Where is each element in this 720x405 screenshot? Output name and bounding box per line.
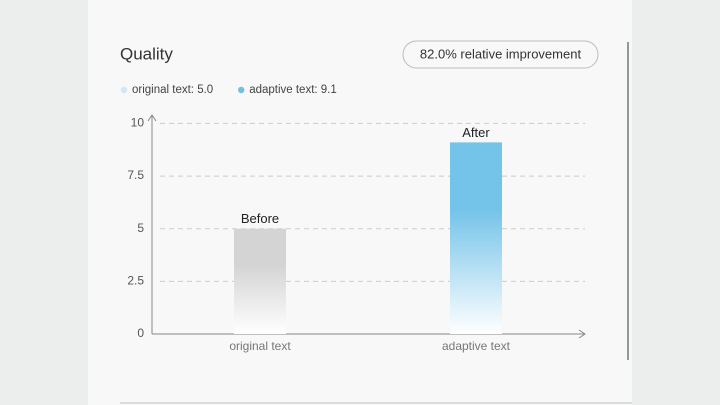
x-axis-arrow [578, 329, 586, 339]
y-tick-label: 7.5 [127, 168, 144, 182]
bar [450, 142, 502, 334]
legend-swatch [120, 86, 128, 94]
legend-label: original text: 5.0 [132, 84, 213, 96]
badge-text: 82.0% relative improvement [420, 46, 582, 61]
legend-label: adaptive text: 9.1 [249, 84, 337, 96]
bar-label: Before [241, 211, 279, 226]
x-tick-label: original text [229, 339, 291, 353]
x-tick-label: adaptive text [442, 339, 511, 353]
chart-title: Quality [120, 44, 173, 63]
badge [402, 40, 599, 69]
bar-label: After [462, 125, 490, 140]
bar [234, 228, 286, 334]
y-tick-label: 2.5 [127, 274, 144, 288]
legend-swatch [237, 86, 245, 94]
y-tick-label: 0 [137, 326, 144, 340]
y-tick-label: 10 [131, 116, 145, 130]
y-tick-label: 5 [137, 221, 144, 235]
y-axis-arrow [147, 114, 157, 122]
